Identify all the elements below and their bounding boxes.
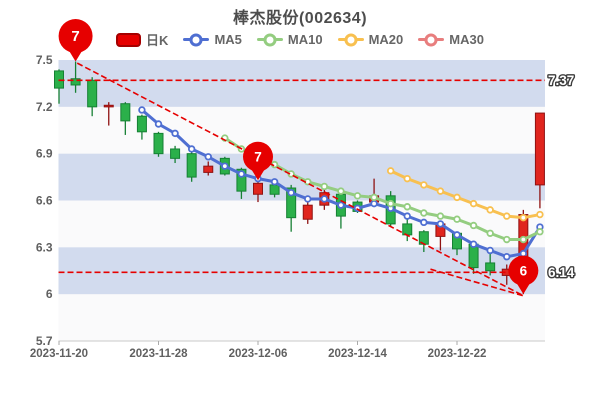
legend: 日K MA5 MA10 MA20 MA30 [0,30,600,49]
candle [534,112,545,186]
y-axis-label: 7.2 [36,100,53,114]
balloon-marker: 7 [243,141,273,181]
balloon-marker: 7 [58,19,93,62]
y-axis-label: 6 [46,287,53,301]
daily-k-swatch-icon [116,32,142,47]
legend-label: MA30 [449,32,484,47]
legend-item-ma5[interactable]: MA5 [183,32,242,47]
x-axis-label: 2023-12-22 [428,348,487,360]
legend-item-daily-k[interactable]: 日K [116,30,168,49]
balloon-marker: 6 [508,255,539,295]
x-axis-label: 2023-12-06 [229,348,288,360]
svg-text:7: 7 [71,28,79,45]
ma30-line-icon [418,33,445,46]
price-label: 7.37 [548,73,574,88]
ma10-line-icon [256,33,283,46]
legend-label: MA10 [287,32,323,47]
trendline [76,62,524,297]
price-label: 6.14 [548,265,575,280]
candle [253,182,263,195]
trendline [430,268,524,297]
reference-lines [58,62,545,297]
ma20-line-icon [337,33,364,46]
x-axis-label: 2023-11-20 [30,348,88,360]
candle [103,104,114,108]
legend-label: 日K [146,33,169,48]
svg-text:6: 6 [520,264,528,279]
x-axis-label: 2023-12-14 [328,348,387,360]
candle [153,132,164,155]
candle [70,78,81,86]
legend-label: MA5 [214,32,242,47]
candle [186,153,197,178]
y-axis-label: 6.3 [36,240,53,254]
legend-item-ma10[interactable]: MA10 [256,32,323,47]
candle [170,148,181,159]
legend-label: MA20 [368,32,404,47]
candle [203,165,214,173]
ma5-line-icon [183,33,210,46]
svg-text:7: 7 [254,150,262,165]
y-axis-label: 6.6 [36,194,53,208]
candle [120,103,131,122]
y-axis-label: 7.5 [36,53,53,67]
y-axis-label: 5.7 [36,334,53,348]
candle [236,168,247,192]
x-axis-label: 2023-11-28 [129,348,188,360]
legend-item-ma30[interactable]: MA30 [418,32,484,47]
candle [136,115,147,133]
page-title: 棒杰股份(002634) [232,10,368,27]
candle [87,79,98,108]
candle [302,204,313,220]
candle [485,262,496,272]
ma20-line [386,167,544,222]
ma5-line [138,106,544,261]
y-axis-label: 6.9 [36,147,53,161]
candle [286,187,297,219]
candle [269,184,280,195]
candle [402,223,413,236]
legend-item-ma20[interactable]: MA20 [337,32,404,47]
